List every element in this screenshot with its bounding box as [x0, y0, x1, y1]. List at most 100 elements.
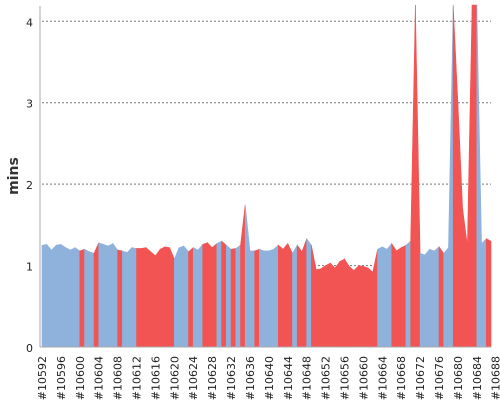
y-tick-label: 3	[26, 98, 33, 111]
area-segment-blue	[386, 242, 393, 348]
area-segment-blue	[41, 244, 48, 348]
area-segment-blue	[424, 248, 430, 348]
area-segment-blue	[126, 246, 133, 348]
area-segment-red	[471, 4, 478, 348]
area-segment-blue	[381, 246, 388, 348]
area-segment-blue	[192, 247, 199, 348]
area-segment-blue	[405, 240, 411, 348]
area-segment-red	[221, 240, 227, 348]
area-segment-blue	[122, 250, 128, 348]
area-segment-red	[452, 4, 459, 348]
area-segment-red	[211, 242, 218, 348]
area-segment-blue	[84, 248, 90, 348]
area-segment-blue	[88, 251, 95, 348]
x-tick-label: #10620	[168, 356, 181, 400]
area-segment-blue	[268, 248, 274, 348]
x-tick-label: #10680	[452, 356, 465, 400]
y-tick-label: 0	[26, 342, 33, 355]
area-segment-blue	[273, 244, 279, 348]
area-segment-red	[358, 265, 364, 348]
y-axis-label: mins	[6, 157, 22, 195]
area-segment-red	[117, 249, 123, 348]
area-segment-blue	[74, 247, 81, 348]
x-tick-label: #10636	[244, 356, 257, 400]
x-tick-label: #10612	[131, 356, 144, 400]
area-segment-red	[207, 242, 213, 348]
x-tick-labels: #10592 #10596 #10600 #10604 #10608 #10612 #106…	[36, 356, 500, 400]
area-segment-blue	[197, 243, 203, 348]
area-segment-blue	[98, 242, 104, 348]
area-segment-red	[339, 258, 345, 348]
area-segment-blue	[306, 237, 312, 348]
x-tick-label: #10632	[225, 356, 238, 400]
area-segment-red	[282, 242, 289, 348]
area-segment-blue	[103, 243, 109, 348]
area-segment-blue	[244, 204, 251, 348]
area-segment-red	[155, 248, 161, 348]
area-segment-red	[410, 4, 416, 348]
area-segment-blue	[46, 243, 52, 348]
x-tick-label: #10608	[112, 356, 125, 400]
area-segment-blue	[259, 248, 265, 348]
area-segment-blue	[249, 250, 255, 348]
area-segment-blue	[481, 237, 487, 348]
area-segment-blue	[178, 245, 185, 348]
area-segment-red	[348, 265, 355, 348]
area-segment-red	[391, 242, 397, 348]
area-segment-blue	[216, 240, 222, 348]
area-segment-red	[320, 265, 326, 348]
area-segment-red	[150, 251, 156, 348]
area-segment-blue	[235, 244, 241, 348]
area-segment-blue	[226, 244, 232, 348]
area-segment-red	[457, 102, 463, 348]
x-tick-label: #10640	[263, 356, 276, 400]
area-segment-red	[240, 204, 246, 348]
area-segment-blue	[263, 250, 270, 348]
area-segment-red	[93, 242, 100, 348]
x-tick-label: #10688	[490, 356, 500, 400]
area-segment-red	[278, 244, 284, 348]
y-tick-label: 1	[26, 261, 33, 274]
area-segment-blue	[448, 4, 454, 348]
area-series	[41, 4, 492, 348]
area-segment-red	[159, 246, 166, 348]
area-segment-blue	[419, 252, 426, 348]
y-tick-label: 2	[26, 179, 33, 192]
area-segment-red	[485, 238, 492, 348]
x-tick-label: #10616	[149, 356, 162, 400]
x-tick-label: #10684	[471, 356, 484, 400]
area-segment-red	[202, 242, 208, 348]
area-segment-red	[396, 247, 402, 348]
area-segment-red	[230, 248, 237, 348]
area-segment-blue	[174, 247, 180, 348]
area-segment-red	[353, 264, 359, 348]
x-tick-label: #10660	[357, 356, 370, 400]
area-segment-red	[301, 238, 307, 348]
area-segment-red	[467, 4, 473, 348]
area-segment-blue	[429, 248, 435, 348]
area-segment-blue	[443, 246, 449, 348]
x-tick-label: #10644	[282, 356, 295, 400]
x-tick-label: #10656	[338, 356, 351, 400]
area-segment-red	[372, 249, 378, 348]
x-tick-label: #10592	[36, 356, 49, 400]
area-segment-red	[363, 265, 369, 348]
y-tick-labels: 0 1 2 3 4	[26, 16, 33, 355]
x-tick-label: #10668	[395, 356, 408, 400]
area-segment-red	[164, 246, 170, 348]
area-segment-red	[254, 248, 260, 348]
x-tick-label: #10600	[74, 356, 87, 400]
area-segment-red	[140, 247, 147, 348]
area-segment-red	[325, 262, 331, 348]
area-segment-red	[462, 208, 468, 348]
x-tick-label: #10652	[320, 356, 333, 400]
area-segment-blue	[51, 244, 57, 348]
x-tick-label: #10596	[55, 356, 68, 400]
area-segment-blue	[292, 244, 298, 348]
x-tick-label: #10676	[433, 356, 446, 400]
area-segment-red	[169, 247, 175, 348]
y-tick-label: 4	[26, 16, 33, 29]
area-segment-red	[136, 248, 142, 348]
area-segment-red	[334, 260, 341, 348]
